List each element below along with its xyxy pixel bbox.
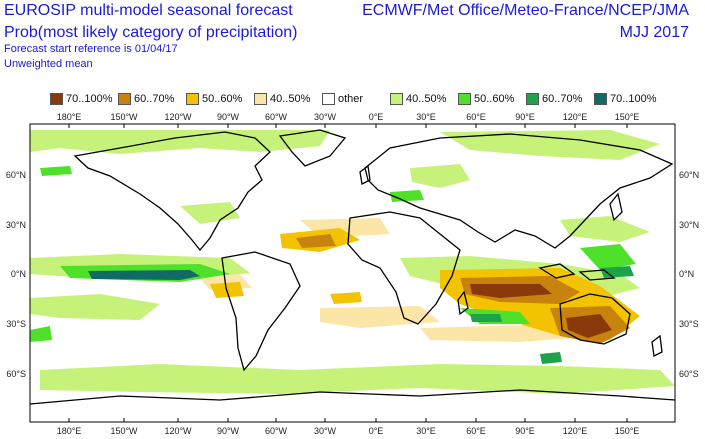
legend-swatch bbox=[594, 93, 607, 105]
centres-label: ECMWF/Met Office/Meteo-France/NCEP/JMA bbox=[362, 2, 689, 19]
lon-label-bottom: 120°E bbox=[563, 426, 588, 436]
legend-swatch bbox=[254, 93, 267, 105]
lon-label-top: 120°E bbox=[563, 112, 588, 122]
lon-label-bottom: 90°E bbox=[515, 426, 535, 436]
coastlines bbox=[29, 129, 676, 405]
legend-label: 70..100% bbox=[66, 93, 113, 105]
legend-label: 50..60% bbox=[474, 93, 515, 105]
lon-label-top: 150°W bbox=[110, 112, 138, 122]
lat-label-right: 60°N bbox=[679, 170, 699, 180]
lon-label-bottom: 30°W bbox=[314, 426, 337, 436]
map-title: EUROSIP multi-model seasonal forecast bbox=[4, 2, 293, 19]
lon-label-bottom: 150°E bbox=[615, 426, 640, 436]
lon-label-top: 0°E bbox=[369, 112, 384, 122]
lon-label-top: 150°E bbox=[615, 112, 640, 122]
lon-label-top: 180°E bbox=[57, 112, 82, 122]
legend-label: 40..50% bbox=[270, 93, 311, 105]
lon-label-top: 90°W bbox=[217, 112, 240, 122]
world-map: 180°E 150°W 120°W 90°W 60°W 30°W 0°E 30°… bbox=[6, 112, 699, 436]
legend-label: 50..60% bbox=[202, 93, 243, 105]
legend-label: 40..50% bbox=[406, 93, 447, 105]
weighting-note: Unweighted mean bbox=[4, 58, 93, 70]
legend-swatch bbox=[526, 93, 539, 105]
season-label: MJJ 2017 bbox=[619, 24, 689, 41]
legend-label: 60..70% bbox=[134, 93, 175, 105]
lat-label-left: 30°S bbox=[6, 319, 26, 329]
lon-label-bottom: 90°W bbox=[217, 426, 240, 436]
legend-swatch bbox=[458, 93, 471, 105]
legend-swatch bbox=[118, 93, 131, 105]
map-frame bbox=[29, 123, 676, 423]
lon-label-bottom: 60°W bbox=[265, 426, 288, 436]
lon-label-bottom: 120°W bbox=[164, 426, 192, 436]
forecast-reference: Forecast start reference is 01/04/17 bbox=[4, 43, 178, 55]
lon-label-bottom: 150°W bbox=[110, 426, 138, 436]
legend-swatch bbox=[186, 93, 199, 105]
lon-label-top: 60°E bbox=[466, 112, 486, 122]
lon-label-bottom: 30°E bbox=[416, 426, 436, 436]
lat-label-left: 0°N bbox=[11, 269, 26, 279]
lon-label-top: 90°E bbox=[515, 112, 535, 122]
lon-label-top: 60°W bbox=[265, 112, 288, 122]
lat-label-left: 60°N bbox=[6, 170, 26, 180]
lat-label-right: 0°N bbox=[679, 269, 694, 279]
legend-swatch bbox=[390, 93, 403, 105]
lon-label-bottom: 60°E bbox=[466, 426, 486, 436]
legend-label: other bbox=[338, 93, 364, 105]
legend-label: 70..100% bbox=[610, 93, 657, 105]
lon-label-bottom: 180°E bbox=[57, 426, 82, 436]
lat-label-right: 30°N bbox=[679, 220, 699, 230]
lat-label-right: 60°S bbox=[679, 369, 699, 379]
lon-label-top: 120°W bbox=[164, 112, 192, 122]
legend-swatch bbox=[322, 93, 335, 105]
legend: 70..100% 60..70% 50..60% 40..50% other 4… bbox=[50, 92, 670, 108]
lon-label-top: 30°W bbox=[314, 112, 337, 122]
lat-label-left: 60°S bbox=[6, 369, 26, 379]
lat-label-left: 30°N bbox=[6, 220, 26, 230]
longitude-ticks bbox=[68, 124, 628, 422]
lat-label-right: 30°S bbox=[679, 319, 699, 329]
legend-label: 60..70% bbox=[542, 93, 583, 105]
lon-label-bottom: 0°E bbox=[369, 426, 384, 436]
legend-swatch bbox=[50, 93, 63, 105]
map-subtitle: Prob(most likely category of precipitati… bbox=[4, 24, 298, 41]
lon-label-top: 30°E bbox=[416, 112, 436, 122]
